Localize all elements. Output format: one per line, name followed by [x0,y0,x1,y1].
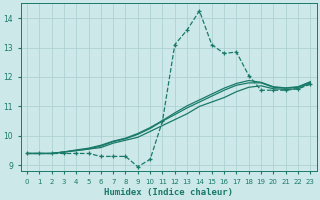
X-axis label: Humidex (Indice chaleur): Humidex (Indice chaleur) [104,188,233,197]
